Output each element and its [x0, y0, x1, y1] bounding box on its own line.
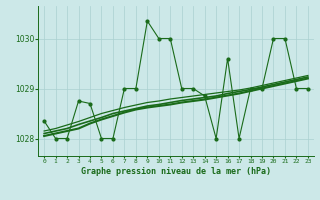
- X-axis label: Graphe pression niveau de la mer (hPa): Graphe pression niveau de la mer (hPa): [81, 167, 271, 176]
